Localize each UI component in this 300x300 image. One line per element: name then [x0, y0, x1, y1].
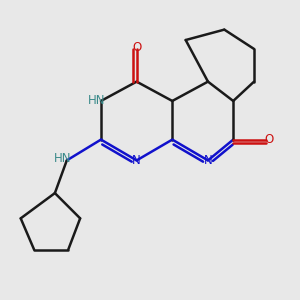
Text: O: O [264, 133, 274, 146]
Text: HN: HN [88, 94, 105, 107]
Text: HN: HN [54, 152, 71, 165]
Text: O: O [132, 41, 141, 54]
Text: N: N [204, 154, 212, 167]
Text: N: N [132, 154, 141, 167]
